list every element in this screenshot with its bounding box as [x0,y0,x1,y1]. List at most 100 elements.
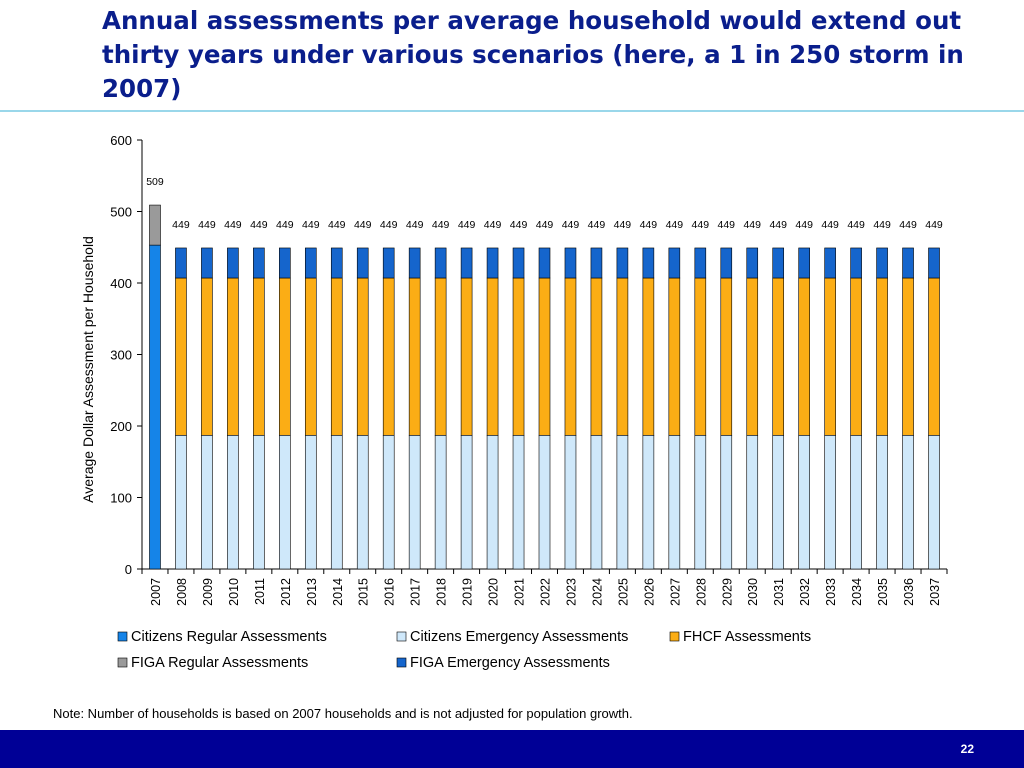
y-tick-label: 400 [110,276,132,291]
x-tick-label: 2028 [694,578,708,606]
bar-segment [201,277,213,436]
x-tick-label: 2016 [383,578,397,606]
bar-segment [460,277,473,436]
data-label: 449 [432,219,450,231]
bar-segment [382,434,395,570]
x-tick-label: 2011 [253,578,267,605]
bar-segment [798,434,810,570]
legend-label: FIGA Emergency Assessments [410,655,610,671]
data-label: 449 [925,219,943,231]
x-tick-label: 2018 [435,578,449,606]
bar-segment [850,434,862,570]
bar-segment [486,247,499,279]
y-tick-label: 200 [110,419,132,434]
bar-segment [876,277,888,436]
x-tick-label: 2027 [668,578,682,606]
bar-segment [382,277,395,436]
bar-segment [824,247,836,279]
page-number: 22 [960,742,974,756]
data-label: 449 [718,219,736,231]
bar-segment [928,434,940,570]
footnote: Note: Number of households is based on 2… [53,706,633,721]
x-tick-label: 2020 [487,578,501,606]
data-label: 449 [406,219,424,231]
x-tick-label: 2012 [279,578,293,606]
y-axis-label: Average Dollar Assessment per Household [80,236,96,503]
bar-segment [798,247,810,279]
y-tick-label: 300 [110,348,132,363]
bar-segment [928,247,940,279]
data-label: 449 [873,219,891,231]
x-tick-label: 2014 [331,578,345,606]
x-tick-label: 2024 [590,578,604,606]
bar-segment [668,247,681,279]
bar-segment [538,434,551,570]
stacked-bar-chart: 0 100 200 300 400 500 600 Average Dollar Assess… [80,133,948,671]
bar-segment [356,277,369,436]
legend-swatch [396,631,407,642]
bar-segment [512,247,525,279]
bar-segment [824,277,836,436]
bar-segment [720,277,733,436]
bar-segment [902,247,914,279]
bar-segment [175,247,187,279]
x-tick-label: 2032 [798,578,812,606]
bar-segment [798,277,810,436]
bar-segment [850,277,862,436]
bar-segment [512,434,525,570]
bar-segment [538,247,551,279]
bar-segment [746,277,759,436]
bar-segment [642,434,655,570]
page-title: Annual assessments per average household… [102,6,964,103]
bar-segment [564,247,577,279]
y-tick-label: 0 [125,562,132,577]
bar-segment [694,247,707,279]
bar-segment [330,434,343,570]
bar-segment [564,434,577,570]
bar-segment [590,277,603,436]
x-tick-label: 2036 [902,578,916,606]
bar-segment [408,277,421,436]
data-label: 449 [795,219,813,231]
bar-segment [253,277,265,436]
bar-segment [616,247,629,279]
bar-segment [304,434,317,570]
bar-segment [668,434,681,570]
x-tick-label: 2025 [616,578,630,606]
data-label: 449 [302,219,320,231]
bar-segment [590,247,603,279]
y-tick-label: 600 [110,133,132,148]
data-label: 449 [250,219,268,231]
bar-segment [434,247,447,279]
x-tick-label: 2009 [201,578,215,606]
legend-label: FHCF Assessments [683,629,811,645]
data-label: 449 [821,219,839,231]
bar-segment [408,434,421,570]
bar-segment [824,434,836,570]
bar-segment [175,277,187,436]
x-tick-label: 2010 [227,578,241,606]
data-label: 449 [640,219,658,231]
bar-segment [642,277,655,436]
bar-segment [772,434,785,570]
bar-segment [876,247,888,279]
bar-segment [434,434,447,570]
legend-swatch [117,631,128,642]
bar-segment [746,434,759,570]
bar-segment [616,277,629,436]
y-tick-label: 100 [110,491,132,506]
bar-segment [149,204,161,246]
x-tick-label: 2015 [357,578,371,606]
x-tick-label: 2023 [564,578,578,606]
bar-segment [642,247,655,279]
x-tick-label: 2037 [928,578,942,606]
legend-swatch [669,631,680,642]
x-tick-label: 2013 [305,578,319,606]
bar-segment [850,247,862,279]
x-tick-label: 2007 [149,578,163,606]
bar-segment [434,277,447,436]
x-tick-label: 2017 [409,578,423,606]
legend-swatch [396,657,407,668]
y-tick-label: 500 [110,205,132,220]
bar-segment [382,247,395,279]
